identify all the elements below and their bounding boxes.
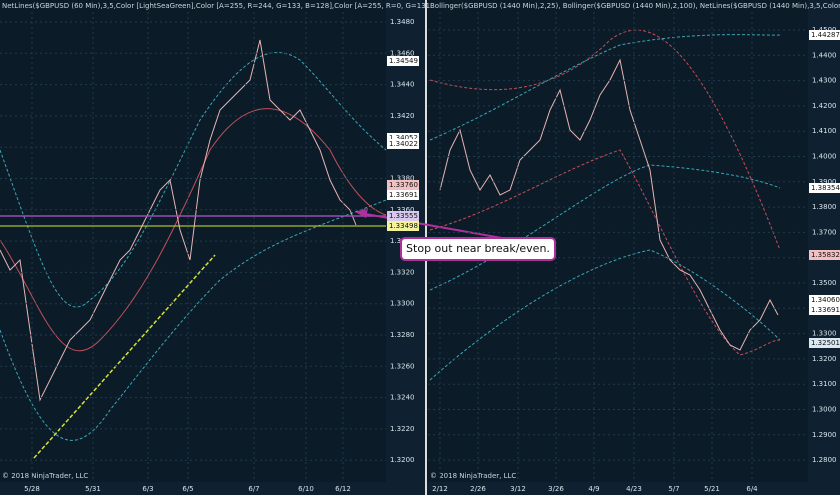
price-tag: 1.38354	[811, 184, 840, 192]
panel-header: Bollinger($GBPUSD (1440 Min),2,25), Boll…	[430, 2, 840, 10]
price-tag: 1.44287	[811, 31, 840, 39]
date-label: 5/7	[668, 485, 679, 493]
date-label: 5/31	[85, 485, 101, 493]
price-label: 1.3380	[390, 175, 415, 183]
price-label: 1.3500	[812, 279, 837, 287]
date-label: 4/9	[588, 485, 599, 493]
price-tag: 1.34022	[389, 140, 418, 148]
price-tag-box	[387, 211, 419, 221]
date-label: 6/4	[746, 485, 758, 493]
date-label: 6/7	[248, 485, 259, 493]
price-tag-box	[809, 295, 840, 305]
price-tag-box	[387, 56, 419, 66]
price-tag: 1.34549	[389, 57, 418, 65]
price-tag-box	[809, 30, 840, 40]
price-tag: 1.33498	[389, 222, 418, 230]
price-line	[0, 39, 357, 402]
price-label: 1.3000	[812, 406, 837, 414]
price-label: 1.2900	[812, 431, 837, 439]
price-label: 1.3300	[390, 300, 415, 308]
date-label: 6/3	[142, 485, 153, 493]
bollinger-lower	[429, 149, 781, 356]
price-tag-box	[387, 133, 419, 143]
price-label: 1.3420	[390, 112, 415, 120]
price-label: 1.3480	[390, 18, 415, 26]
price-label: 1.3360	[390, 206, 415, 214]
date-label: 5/21	[704, 485, 720, 493]
date-label: 6/5	[182, 485, 193, 493]
price-label: 1.4100	[812, 127, 837, 135]
bollinger-upper	[429, 29, 781, 251]
date-label: 3/26	[548, 485, 564, 493]
price-tag-box	[387, 180, 419, 190]
price-label: 1.3440	[390, 81, 415, 89]
price-label: 1.2800	[812, 456, 837, 464]
band-upper	[0, 52, 387, 308]
date-label: 6/12	[335, 485, 351, 493]
price-tag-box	[809, 183, 840, 193]
price-tag-box	[387, 221, 419, 231]
price-label: 1.3300	[812, 330, 837, 338]
price-label: 1.3280	[390, 331, 415, 339]
price-label: 1.3100	[812, 380, 837, 388]
price-label: 1.3220	[390, 425, 415, 433]
copyright: © 2018 NinjaTrader, LLC	[2, 472, 88, 480]
copyright: © 2018 NinjaTrader, LLC	[430, 472, 516, 480]
date-label: 2/26	[470, 485, 486, 493]
price-tag: 1.34060	[811, 296, 840, 304]
price-tag-box	[809, 338, 840, 348]
price-tag-box	[387, 190, 419, 200]
price-tag: 1.32501	[811, 339, 840, 347]
price-label: 1.4400	[812, 51, 837, 59]
band-mid	[429, 164, 781, 291]
band-upper	[429, 34, 781, 141]
date-label: 3/12	[510, 485, 526, 493]
date-label: 2/12	[432, 485, 448, 493]
band-lower	[0, 199, 387, 441]
price-tag: 1.33760	[389, 181, 418, 189]
price-label: 1.4300	[812, 77, 837, 85]
date-label: 4/23	[626, 485, 642, 493]
arrow-head	[355, 208, 368, 218]
price-tag: 1.33555	[389, 212, 418, 220]
right-axis	[808, 0, 840, 482]
date-label: 5/28	[24, 485, 40, 493]
date-label: 6/10	[298, 485, 314, 493]
price-tag: 1.35832	[811, 251, 840, 259]
price-label: 1.3320	[390, 268, 415, 276]
panel-header: NetLines($GBPUSD (60 Min),3,5,Color [Lig…	[2, 2, 430, 10]
trend-line	[33, 254, 216, 459]
price-tag-box	[809, 305, 840, 315]
price-label: 1.3900	[812, 178, 837, 186]
price-line	[439, 58, 779, 351]
date-axis	[0, 482, 840, 495]
price-label: 1.3800	[812, 203, 837, 211]
price-label: 1.3260	[390, 362, 415, 370]
price-tag: 1.33691	[389, 191, 418, 199]
price-label: 1.4200	[812, 102, 837, 110]
price-label: 1.3240	[390, 394, 415, 402]
price-tag: 1.33691	[811, 306, 840, 314]
annotation: Stop out near break/even.	[400, 237, 556, 261]
band-lower	[429, 249, 781, 381]
price-label: 1.3200	[390, 456, 415, 464]
price-label: 1.4000	[812, 153, 837, 161]
price-tag: 1.34052	[389, 134, 418, 142]
price-label: 1.3200	[812, 355, 837, 363]
price-label: 1.3700	[812, 228, 837, 236]
band-mid	[0, 108, 387, 352]
left-panel	[0, 0, 386, 482]
price-tag-box	[809, 250, 840, 260]
price-label: 1.3460	[390, 49, 415, 57]
price-tag-box	[387, 139, 419, 149]
